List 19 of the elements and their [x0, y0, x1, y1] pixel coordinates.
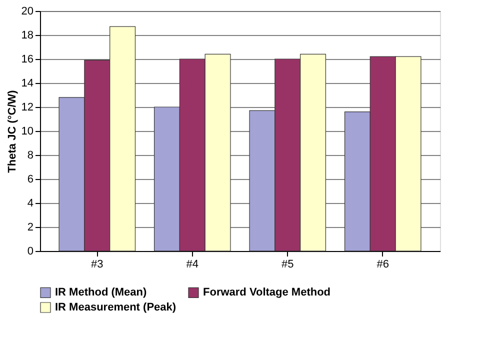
y-tick-label: 2: [27, 222, 34, 234]
y-tick-label: 0: [27, 246, 34, 258]
y-tick-label: 4: [27, 198, 34, 210]
y-tick-label: 12: [21, 102, 34, 114]
y-tick-label: 10: [21, 126, 34, 138]
x-tick-label: #5: [281, 258, 294, 270]
legend-label: IR Method (Mean): [55, 286, 147, 299]
y-tick-label: 8: [27, 150, 34, 162]
y-tick-label: 16: [21, 54, 34, 66]
x-tick-label: #6: [376, 258, 389, 270]
x-tick-label: #4: [186, 258, 199, 270]
legend-label: Forward Voltage Method: [203, 286, 331, 299]
legend-label: IR Measurement (Peak): [55, 302, 176, 314]
y-tick-label: 18: [21, 30, 34, 42]
y-tick-label: 6: [27, 174, 34, 186]
y-axis-title: Theta JC (°C/W): [6, 90, 18, 173]
y-tick-label: 20: [21, 6, 34, 18]
y-tick-label: 14: [21, 78, 34, 90]
x-tick-label: #3: [91, 258, 104, 270]
